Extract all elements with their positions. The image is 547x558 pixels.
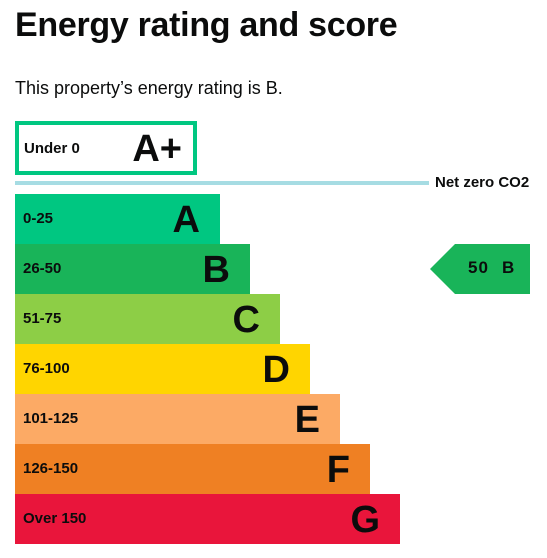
net-zero-band: Under 0 A+ <box>15 121 197 175</box>
band-letter: D <box>262 349 290 391</box>
net-zero-letter: A+ <box>132 128 182 170</box>
band-letter: E <box>294 399 320 441</box>
rating-band-a: 0-25 A <box>15 194 220 244</box>
net-zero-label: Net zero CO2 <box>435 174 530 191</box>
page-title: Energy rating and score <box>15 6 398 44</box>
band-range: 101-125 <box>23 410 79 427</box>
net-zero-range: Under 0 <box>24 140 80 157</box>
energy-rating-summary: This property’s energy rating is B. <box>15 78 283 98</box>
rating-band-g: Over 150 G <box>15 494 400 544</box>
band-range: 126-150 <box>23 460 79 477</box>
current-rating-arrow: 50 B <box>430 244 530 294</box>
current-score: 50 <box>468 258 489 277</box>
band-letter: B <box>202 249 230 291</box>
band-letter: A <box>172 199 200 241</box>
band-letter: C <box>232 299 260 341</box>
rating-band-e: 101-125 E <box>15 394 340 444</box>
rating-band-c: 51-75 C <box>15 294 280 344</box>
net-zero-line <box>15 181 429 185</box>
band-letter: G <box>350 499 380 541</box>
band-range: 51-75 <box>23 310 62 327</box>
band-range: 76-100 <box>23 360 70 377</box>
rating-band-f: 126-150 F <box>15 444 370 494</box>
rating-band-d: 76-100 D <box>15 344 310 394</box>
band-range: 26-50 <box>23 260 62 277</box>
band-range: Over 150 <box>23 510 87 527</box>
current-rating-letter: B <box>502 258 515 277</box>
band-range: 0-25 <box>23 210 54 227</box>
rating-band-b: 26-50 B <box>15 244 250 294</box>
band-letter: F <box>326 449 350 491</box>
